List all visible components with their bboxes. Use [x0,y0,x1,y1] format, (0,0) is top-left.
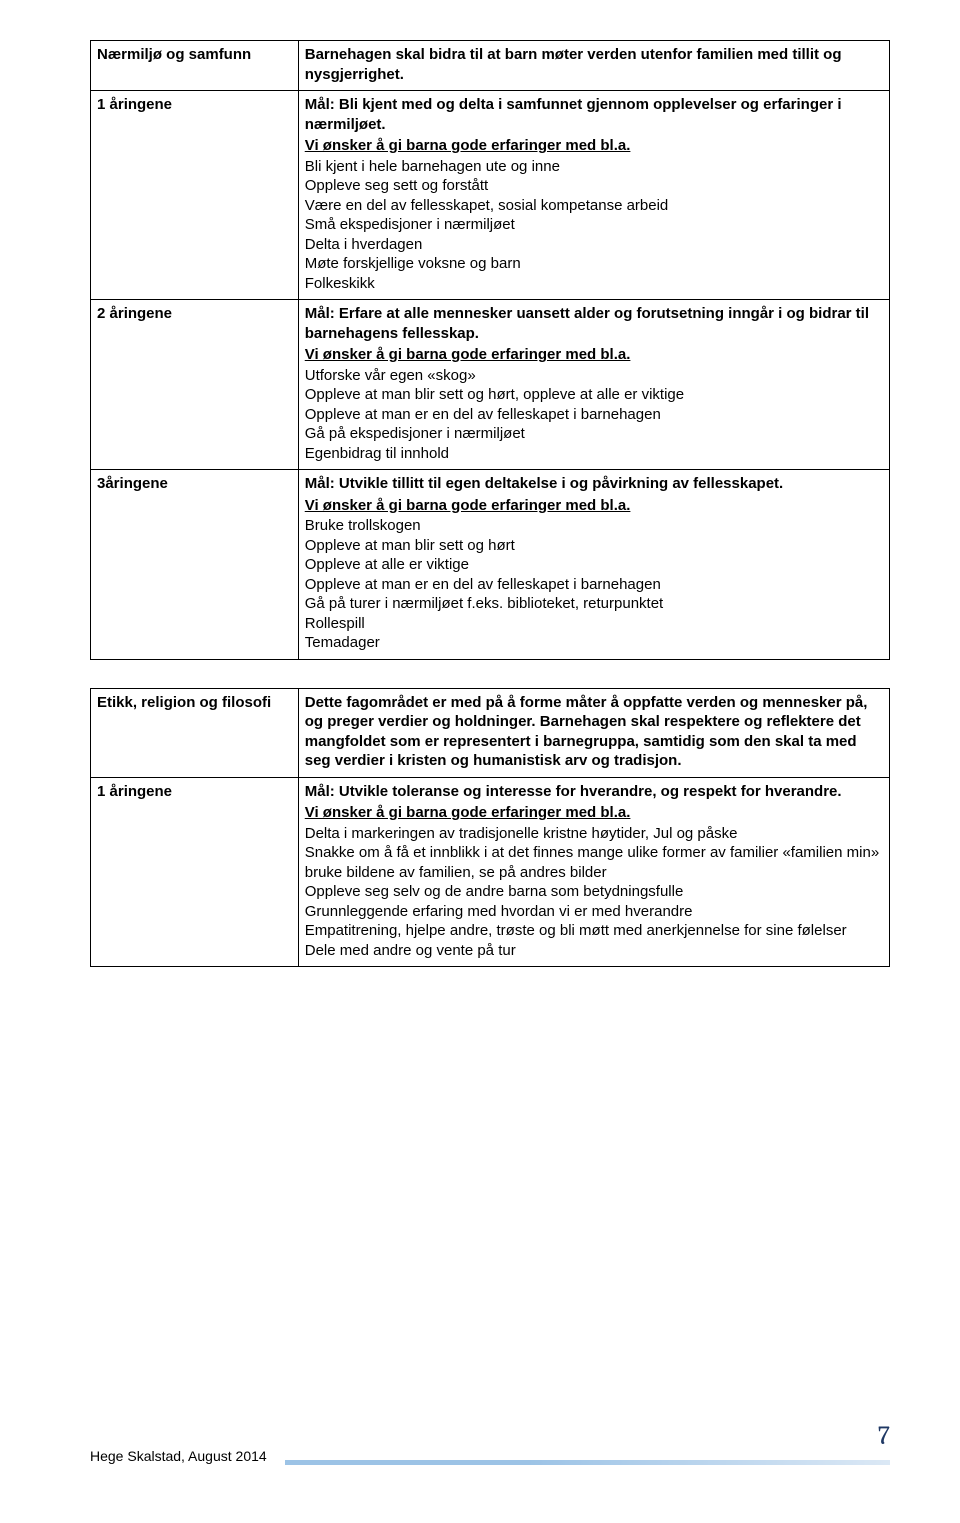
row-content-cell: Mål: Erfare at alle mennesker uansett al… [298,300,889,470]
row-label: 1 åringene [97,782,292,802]
row-items: Bli kjent i hele barnehagen ute og inneO… [305,157,883,294]
row-item: Små ekspedisjoner i nærmiljøet [305,215,883,235]
row-intro: Barnehagen skal bidra til at barn møter … [305,45,883,84]
row-label-cell: Nærmiljø og samfunn [91,41,299,91]
row-item: Folkeskikk [305,274,883,294]
row-item: Bruke trollskogen [305,516,883,536]
table-naermiljo: Nærmiljø og samfunn Barnehagen skal bidra… [90,40,890,660]
row-item: Oppleve at man er en del av felleskapet … [305,405,883,425]
row-item: Møte forskjellige voksne og barn [305,254,883,274]
row-wish: Vi ønsker å gi barna gode erfaringer med… [305,136,883,156]
row-content-cell: Barnehagen skal bidra til at barn møter … [298,41,889,91]
row-wish: Vi ønsker å gi barna gode erfaringer med… [305,345,883,365]
page-number: 7 [878,1420,890,1454]
row-item: Delta i hverdagen [305,235,883,255]
row-content-cell: Mål: Utvikle tillitt til egen deltakelse… [298,470,889,660]
row-goal: Mål: Utvikle toleranse og interesse for … [305,782,883,802]
table-etikk: Etikk, religion og filosofi Dette fagområ… [90,688,890,968]
row-item: Grunnleggende erfaring med hvordan vi er… [305,902,883,922]
row-item: Gå på turer i nærmiljøet f.eks. bibliote… [305,594,883,614]
row-item: Delta i markeringen av tradisjonelle kri… [305,824,883,844]
page-footer: Hege Skalstad, August 2014 7 [90,1447,890,1465]
row-item: Gå på ekspedisjoner i nærmiljøet [305,424,883,444]
row-goal: Mål: Erfare at alle mennesker uansett al… [305,304,883,343]
row-item: Dele med andre og vente på tur [305,941,883,961]
row-item: Utforske vår egen «skog» [305,366,883,386]
row-content-cell: Dette fagområdet er med på å forme måter… [298,688,889,777]
row-item: Oppleve at man blir sett og hørt [305,536,883,556]
row-label-cell: 1 åringene [91,777,299,967]
row-content-cell: Mål: Bli kjent med og delta i samfunnet … [298,91,889,300]
row-items: Bruke trollskogenOppleve at man blir set… [305,516,883,653]
row-label-cell: 2 åringene [91,300,299,470]
row-items: Utforske vår egen «skog»Oppleve at man b… [305,366,883,464]
row-intro: Dette fagområdet er med på å forme måter… [305,693,883,771]
table-row: Etikk, religion og filosofi Dette fagområ… [91,688,890,777]
row-label: Nærmiljø og samfunn [97,45,292,65]
row-items: Delta i markeringen av tradisjonelle kri… [305,824,883,961]
row-item: Rollespill [305,614,883,634]
row-item: Være en del av fellesskapet, sosial komp… [305,196,883,216]
row-item: Oppleve seg sett og forstått [305,176,883,196]
footer-author: Hege Skalstad, August 2014 [90,1447,267,1465]
row-item: Snakke om å få et innblikk i at det finn… [305,843,883,882]
row-wish: Vi ønsker å gi barna gode erfaringer med… [305,496,883,516]
row-item: Oppleve at man blir sett og hørt, opplev… [305,385,883,405]
row-item: Empatitrening, hjelpe andre, trøste og b… [305,921,883,941]
row-item: Oppleve at alle er viktige [305,555,883,575]
row-item: Bli kjent i hele barnehagen ute og inne [305,157,883,177]
row-content-cell: Mål: Utvikle toleranse og interesse for … [298,777,889,967]
row-item: Temadager [305,633,883,653]
row-label: 1 åringene [97,95,292,115]
row-label-cell: 3åringene [91,470,299,660]
table-row: 3åringene Mål: Utvikle tillitt til egen d… [91,470,890,660]
row-label: 2 åringene [97,304,292,324]
row-goal: Mål: Bli kjent med og delta i samfunnet … [305,95,883,134]
table-row: Nærmiljø og samfunn Barnehagen skal bidra… [91,41,890,91]
row-label: Etikk, religion og filosofi [97,693,292,713]
table-row: 1 åringene Mål: Utvikle toleranse og inte… [91,777,890,967]
row-goal: Mål: Utvikle tillitt til egen deltakelse… [305,474,883,494]
row-wish: Vi ønsker å gi barna gode erfaringer med… [305,803,883,823]
row-item: Egenbidrag til innhold [305,444,883,464]
row-item: Oppleve at man er en del av felleskapet … [305,575,883,595]
footer-divider: 7 [285,1460,890,1465]
table-row: 1 åringene Mål: Bli kjent med og delta i … [91,91,890,300]
row-label-cell: 1 åringene [91,91,299,300]
row-item: Oppleve seg selv og de andre barna som b… [305,882,883,902]
row-label-cell: Etikk, religion og filosofi [91,688,299,777]
row-label: 3åringene [97,474,292,494]
table-row: 2 åringene Mål: Erfare at alle mennesker … [91,300,890,470]
